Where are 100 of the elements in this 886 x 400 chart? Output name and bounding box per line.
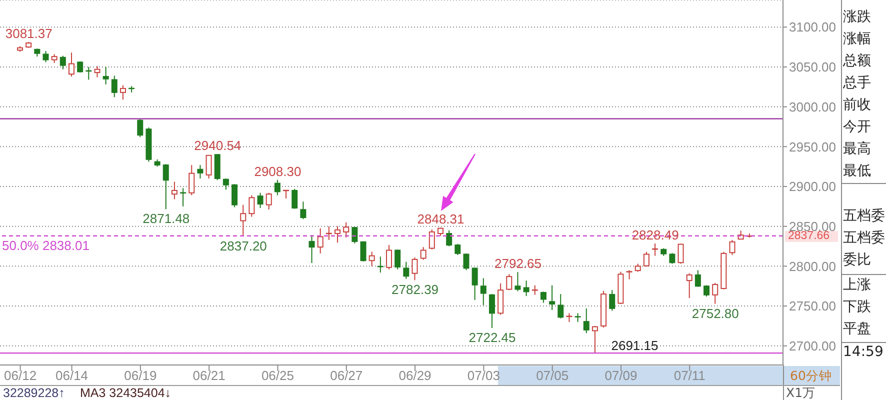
x-tick-label: 06/25 (261, 368, 294, 383)
text: MA3 32435404↓ (80, 386, 172, 400)
x-tick-label: 06/27 (330, 368, 363, 383)
text: 前收 (843, 96, 871, 114)
candlestick (626, 270, 633, 280)
candlestick (506, 274, 512, 291)
y-tick-label: 2950.00 (789, 139, 836, 154)
candlestick (343, 222, 350, 238)
candlestick (729, 239, 736, 256)
candlestick (523, 280, 530, 297)
x-tick-label: 06/12 (4, 368, 37, 383)
candlestick (609, 290, 616, 312)
x-tick-label: 06/19 (124, 368, 157, 383)
candlestick (368, 251, 375, 267)
candlestick (694, 270, 701, 288)
annotation: 2691.15 (611, 338, 658, 353)
candlestick (454, 243, 461, 256)
candlestick (488, 294, 495, 328)
candlestick (248, 194, 255, 218)
y-tick-label: 3100.00 (789, 20, 836, 35)
candlestick (412, 256, 418, 281)
candlestick (222, 178, 229, 190)
candlestick (678, 243, 684, 264)
text: 总手 (843, 74, 871, 92)
candlestick (540, 291, 546, 304)
candlestick (334, 226, 341, 244)
candlestick (480, 278, 486, 306)
text: 下跌 (843, 298, 871, 316)
candlestick (428, 229, 435, 250)
text: 五档委 (843, 229, 885, 247)
text: 最低 (843, 162, 871, 180)
candlestick (162, 164, 169, 210)
candlestick (643, 251, 650, 268)
y-tick-label: 2750.00 (789, 298, 836, 314)
candlestick (386, 244, 392, 270)
candlestick (712, 282, 718, 304)
text: 总额 (843, 52, 871, 70)
text: 委比 (843, 251, 871, 269)
text: 14:59 (843, 343, 884, 361)
x-tick-label: 07/05 (536, 368, 569, 383)
candlestick (257, 192, 264, 208)
text: 60分钟 (790, 367, 832, 385)
candlestick (240, 204, 246, 238)
x-tick-label: 07/11 (674, 368, 706, 383)
candlestick (60, 55, 66, 70)
candlestick (669, 252, 676, 264)
x-tick-label: 06/29 (398, 368, 432, 383)
annotation: 2792.65 (494, 256, 542, 272)
annotation: 2782.39 (392, 282, 439, 298)
y-tick-label: 2800.00 (789, 258, 836, 274)
candlestick (42, 50, 49, 63)
annotation: 2837.20 (220, 238, 267, 254)
candlestick (206, 154, 212, 180)
annotation: 2871.48 (142, 211, 190, 226)
text: 五档委 (843, 207, 885, 225)
candlestick (179, 188, 187, 207)
candlestick (292, 188, 298, 210)
text: 今开 (843, 118, 871, 136)
candlestick (94, 66, 100, 78)
candlestick (214, 154, 220, 181)
annotation: 2848.31 (417, 212, 464, 227)
annotation: 2908.30 (254, 164, 302, 179)
x-tick-label: 07/09 (604, 368, 638, 383)
text: 涨跌 (843, 8, 871, 26)
candlestick (592, 325, 598, 354)
text: 上涨 (843, 276, 871, 294)
candlestick (394, 248, 401, 270)
ref-line-label: 50.0% 2838.01 (2, 238, 90, 253)
candlestick (102, 66, 109, 85)
text: 涨幅 (843, 30, 871, 48)
candlestick (403, 261, 410, 280)
candlestick (583, 308, 590, 334)
candlestick (360, 240, 366, 262)
candlestick (171, 181, 178, 200)
y-tick-label: 2700.00 (789, 338, 836, 354)
y-tick-label: 3000.00 (789, 99, 836, 114)
candlestick (420, 246, 426, 260)
x-tick-label: 06/21 (192, 368, 226, 383)
candlestick (463, 252, 470, 271)
candlestick (317, 228, 324, 254)
candlestick (472, 267, 478, 301)
candlestick (137, 118, 144, 138)
candlestick (514, 272, 521, 292)
annotation: 2722.45 (468, 330, 516, 345)
text: X1万 (786, 385, 816, 400)
candlestick (446, 230, 452, 247)
annotation: 2828.49 (632, 227, 679, 242)
candlestick (558, 294, 564, 319)
annotation: 2940.54 (194, 138, 242, 154)
candlestick (686, 272, 692, 299)
annotation: 2752.80 (692, 306, 739, 321)
candlestick (498, 282, 504, 316)
candlestick (188, 164, 195, 196)
y-tick-label: 2900.00 (789, 179, 836, 194)
annotation: 3081.37 (5, 26, 52, 41)
y-tick-label: 3050.00 (789, 60, 836, 75)
candlestick (300, 201, 306, 220)
x-tick-label: 07/03 (467, 368, 500, 383)
candlestick (120, 84, 126, 100)
candlestick (308, 234, 315, 264)
